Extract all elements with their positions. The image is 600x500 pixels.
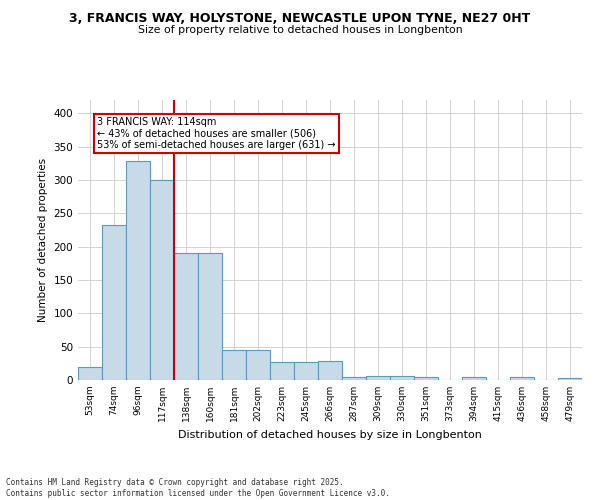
Bar	[246, 350, 270, 380]
Bar	[414, 378, 438, 380]
Bar	[78, 366, 102, 380]
Bar	[558, 378, 582, 380]
Text: 3 FRANCIS WAY: 114sqm
← 43% of detached houses are smaller (506)
53% of semi-det: 3 FRANCIS WAY: 114sqm ← 43% of detached …	[97, 116, 336, 150]
Text: 3, FRANCIS WAY, HOLYSTONE, NEWCASTLE UPON TYNE, NE27 0HT: 3, FRANCIS WAY, HOLYSTONE, NEWCASTLE UPO…	[70, 12, 530, 26]
Bar	[222, 350, 246, 380]
Bar	[294, 362, 318, 380]
Bar	[510, 376, 534, 380]
X-axis label: Distribution of detached houses by size in Longbenton: Distribution of detached houses by size …	[178, 430, 482, 440]
Bar	[174, 254, 198, 380]
Bar	[366, 376, 390, 380]
Bar	[462, 376, 486, 380]
Y-axis label: Number of detached properties: Number of detached properties	[38, 158, 48, 322]
Text: Contains HM Land Registry data © Crown copyright and database right 2025.
Contai: Contains HM Land Registry data © Crown c…	[6, 478, 390, 498]
Bar	[126, 162, 150, 380]
Bar	[270, 362, 294, 380]
Bar	[390, 376, 414, 380]
Bar	[150, 180, 174, 380]
Bar	[318, 362, 342, 380]
Bar	[102, 226, 126, 380]
Bar	[342, 376, 366, 380]
Bar	[198, 254, 222, 380]
Text: Size of property relative to detached houses in Longbenton: Size of property relative to detached ho…	[137, 25, 463, 35]
